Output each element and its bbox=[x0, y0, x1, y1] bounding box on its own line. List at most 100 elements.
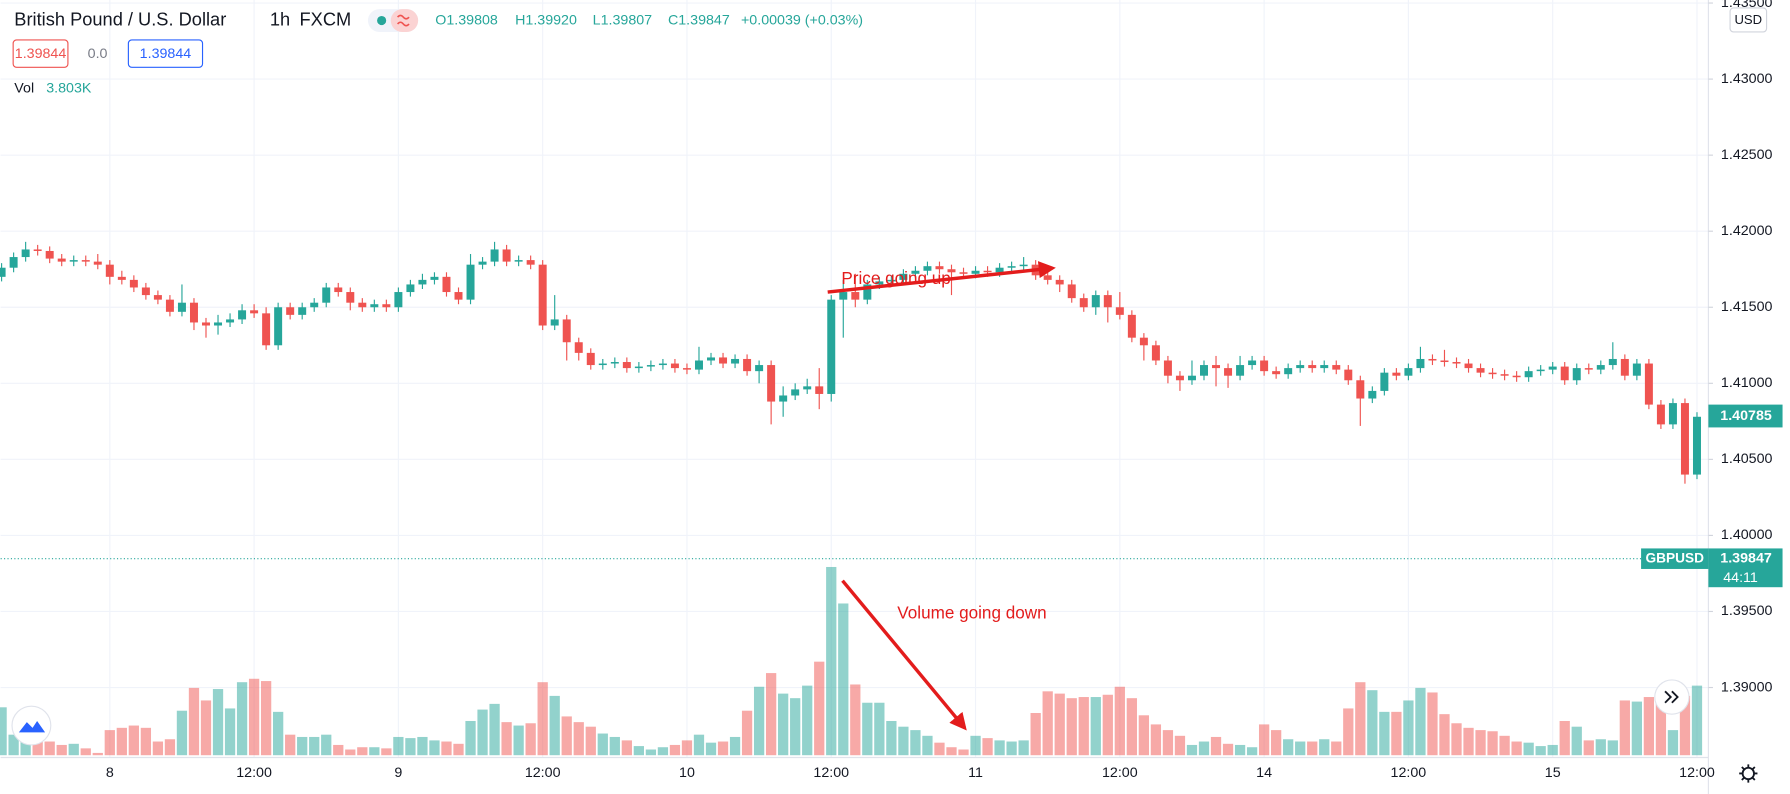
volume-bar bbox=[1307, 741, 1318, 756]
y-tick-label: 1.39500 bbox=[1721, 603, 1773, 619]
candle-body bbox=[1007, 266, 1016, 268]
volume-bar bbox=[321, 734, 332, 756]
x-tick-label: 8 bbox=[106, 765, 114, 781]
settings-button[interactable] bbox=[1741, 766, 1755, 781]
candle-body bbox=[238, 310, 247, 320]
candle-body bbox=[1260, 360, 1269, 372]
market-open-dot bbox=[377, 15, 387, 26]
volume-bar bbox=[621, 740, 632, 756]
candle-body bbox=[1464, 363, 1473, 369]
candle-body bbox=[466, 264, 475, 300]
ohlc-value: C1.39847 bbox=[668, 12, 730, 28]
currency[interactable]: USD bbox=[1734, 12, 1762, 27]
volume-bar bbox=[994, 740, 1005, 756]
candle-body bbox=[682, 368, 691, 370]
volume-bar bbox=[1271, 730, 1282, 756]
price-arrow bbox=[827, 261, 1056, 294]
candle-body bbox=[214, 322, 223, 326]
candle-body bbox=[646, 365, 655, 367]
volume-bar bbox=[393, 736, 404, 756]
candle-body bbox=[189, 302, 198, 323]
volume-bar bbox=[1246, 747, 1258, 756]
volume-bar bbox=[609, 736, 620, 756]
candle-body bbox=[1644, 363, 1653, 405]
candle-body bbox=[141, 287, 150, 296]
delay-icon bbox=[396, 14, 410, 27]
candle-body bbox=[887, 279, 896, 282]
candle-body bbox=[1151, 345, 1160, 361]
ohlc-value: +0.00039 (+0.03%) bbox=[741, 12, 863, 28]
candle-body bbox=[322, 287, 331, 303]
candle-body bbox=[1091, 295, 1100, 308]
volume-bar bbox=[489, 703, 500, 756]
candle-body bbox=[1632, 363, 1641, 376]
candle-body bbox=[358, 302, 367, 308]
buy-price[interactable]: 1.39844 bbox=[140, 46, 192, 62]
candle-body bbox=[719, 357, 728, 364]
volume-bar bbox=[525, 723, 536, 756]
volume-bar bbox=[1066, 698, 1077, 756]
x-tick-label: 12:00 bbox=[813, 765, 849, 781]
volume-bar bbox=[152, 741, 164, 756]
candle-body bbox=[815, 386, 824, 394]
candle-body bbox=[1536, 369, 1545, 372]
volume-bar bbox=[1234, 744, 1246, 756]
volume-bar bbox=[453, 743, 464, 756]
countdown: 44:11 bbox=[1723, 570, 1758, 586]
candle-body bbox=[1368, 390, 1377, 399]
ohlc-value: O1.39808 bbox=[435, 12, 498, 28]
candle-body bbox=[1656, 404, 1665, 425]
candle-body bbox=[1236, 365, 1245, 376]
candle-body bbox=[1284, 368, 1293, 375]
volume-bar bbox=[1222, 743, 1234, 756]
candle-body bbox=[250, 310, 259, 314]
volume-bar bbox=[309, 736, 320, 756]
volume-bar bbox=[369, 747, 380, 756]
candle-body bbox=[9, 257, 18, 268]
currency-button[interactable] bbox=[1729, 7, 1768, 33]
sell-button[interactable] bbox=[12, 39, 69, 68]
candle-body bbox=[1440, 360, 1449, 363]
candle-body bbox=[574, 342, 583, 353]
candle-body bbox=[538, 264, 547, 326]
candle-body bbox=[1392, 372, 1401, 376]
interval[interactable]: 1h bbox=[270, 8, 290, 29]
volume-bar bbox=[549, 695, 560, 756]
candle-body bbox=[899, 273, 908, 280]
volume-bar bbox=[236, 682, 248, 756]
candle-body bbox=[622, 362, 631, 369]
candle-body bbox=[177, 302, 186, 312]
x-tick-label: 12:00 bbox=[1391, 765, 1427, 781]
volume-bar bbox=[1583, 740, 1594, 756]
volume-bar bbox=[1090, 697, 1101, 756]
volume-bar bbox=[597, 733, 608, 756]
volume-bar bbox=[705, 742, 717, 756]
candle-body bbox=[839, 292, 848, 300]
candle-body bbox=[755, 365, 764, 372]
volume-bar bbox=[176, 710, 188, 756]
candle-body bbox=[983, 270, 992, 273]
candle-body bbox=[1115, 307, 1124, 315]
volume-bar bbox=[1511, 741, 1522, 756]
grid bbox=[0, 0, 1709, 758]
logo-button[interactable] bbox=[11, 705, 52, 746]
buy-button[interactable] bbox=[127, 39, 204, 68]
volume-label: Vol bbox=[14, 81, 34, 97]
candle-body bbox=[586, 352, 595, 366]
volume-bar bbox=[513, 725, 524, 756]
volume-bar bbox=[44, 741, 55, 756]
volume-bar bbox=[910, 730, 921, 756]
delay-badge[interactable] bbox=[390, 9, 419, 32]
volume-bar bbox=[1607, 740, 1618, 756]
volume-bar bbox=[922, 735, 933, 756]
candle-body bbox=[767, 365, 776, 402]
x-tick-label: 12:00 bbox=[1102, 765, 1138, 781]
volume-bar bbox=[1210, 736, 1222, 756]
sell-price[interactable]: 1.39844 bbox=[15, 46, 67, 62]
volume-bar bbox=[561, 716, 572, 756]
volume-bar bbox=[693, 734, 705, 756]
candle-body bbox=[1548, 366, 1557, 370]
candle-body bbox=[1127, 314, 1136, 338]
volume-bar bbox=[1138, 715, 1150, 756]
candle-body bbox=[430, 276, 439, 280]
